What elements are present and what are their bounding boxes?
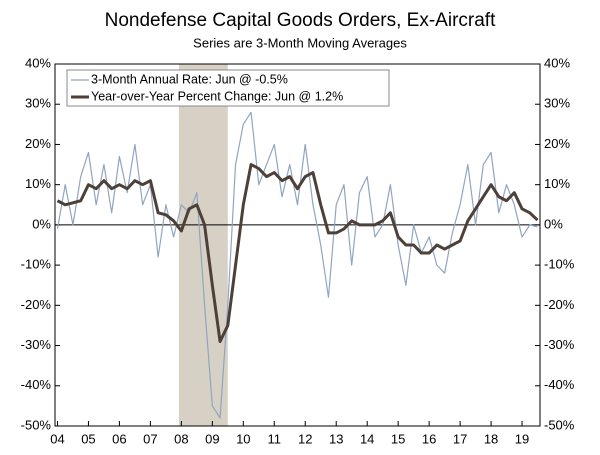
- plot-frame: [54, 63, 541, 427]
- y-tick-label: 10%: [25, 176, 51, 191]
- y-tick-label: 40%: [25, 55, 51, 70]
- x-tick-label: 11: [268, 431, 282, 446]
- x-tick-label: 09: [205, 431, 219, 446]
- x-tick-label: 17: [453, 431, 467, 446]
- chart-title: Nondefense Capital Goods Orders, Ex-Airc…: [105, 10, 496, 31]
- x-tick-label: 18: [484, 431, 498, 446]
- x-tick-label: 19: [515, 431, 529, 446]
- y2-tick-label: 40%: [544, 55, 570, 70]
- y-tick-label: -10%: [21, 257, 52, 272]
- chart-subtitle: Series are 3-Month Moving Averages: [193, 35, 407, 50]
- y2-tick-label: -20%: [544, 297, 575, 312]
- x-tick-label: 05: [81, 431, 95, 446]
- y2-tick-label: -10%: [544, 257, 575, 272]
- y2-tick-label: -50%: [544, 417, 575, 432]
- y-tick-label: -20%: [21, 297, 52, 312]
- x-tick-label: 07: [143, 431, 157, 446]
- x-tick-label: 15: [391, 431, 405, 446]
- y-tick-label: 0%: [32, 216, 51, 231]
- x-tick-label: 04: [50, 431, 64, 446]
- series-line: [56, 111, 538, 419]
- y-tick-label: -50%: [21, 417, 52, 432]
- legend-label: Year-over-Year Percent Change: Jun @ 1.2…: [91, 89, 343, 103]
- x-tick-label: 13: [329, 431, 343, 446]
- y2-tick-label: 20%: [544, 136, 570, 151]
- y2-tick-label: -30%: [544, 337, 575, 352]
- legend-label: 3-Month Annual Rate: Jun @ -0.5%: [91, 72, 288, 86]
- y-tick-label: -30%: [21, 337, 52, 352]
- x-tick-label: 12: [298, 431, 312, 446]
- y2-tick-label: 10%: [544, 176, 570, 191]
- x-tick-label: 14: [360, 431, 374, 446]
- x-tick-label: 08: [174, 431, 188, 446]
- y2-tick-label: 30%: [544, 96, 570, 111]
- x-tick-label: 10: [236, 431, 250, 446]
- y-tick-label: -40%: [21, 377, 52, 392]
- y2-tick-label: 0%: [544, 216, 563, 231]
- y-tick-label: 30%: [25, 96, 51, 111]
- y-tick-label: 20%: [25, 136, 51, 151]
- x-tick-label: 06: [112, 431, 126, 446]
- legend-box: [66, 69, 390, 107]
- x-tick-label: 16: [422, 431, 436, 446]
- y2-tick-label: -40%: [544, 377, 575, 392]
- recession-band: [178, 64, 228, 426]
- series-line: [56, 163, 539, 344]
